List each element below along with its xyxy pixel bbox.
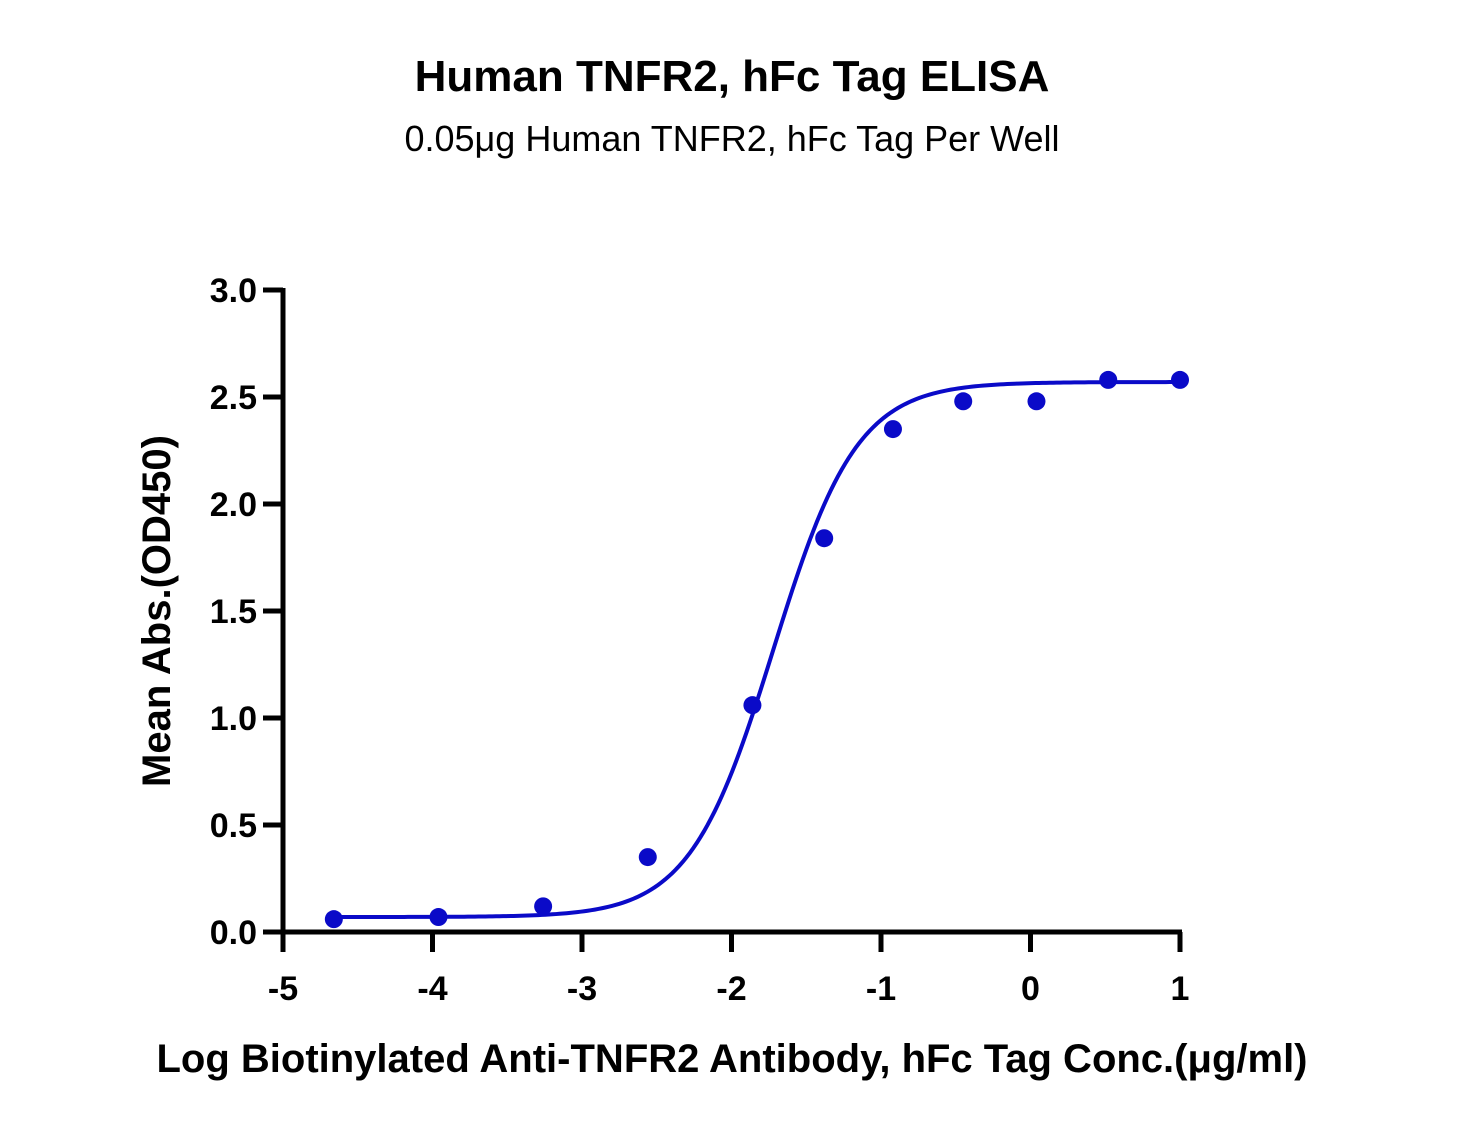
data-point xyxy=(534,897,553,916)
y-tick-label: 1.0 xyxy=(210,700,257,738)
data-point xyxy=(638,848,657,867)
chart-subtitle: 0.05μg Human TNFR2, hFc Tag Per Well xyxy=(404,118,1060,159)
data-point xyxy=(743,696,762,715)
x-axis-label: Log Biotinylated Anti-TNFR2 Antibody, hF… xyxy=(156,1037,1307,1081)
data-point xyxy=(954,392,973,411)
chart-title: Human TNFR2, hFc Tag ELISA xyxy=(414,52,1050,101)
fit-curve-group xyxy=(333,380,1181,920)
x-tick-label: -1 xyxy=(866,970,896,1008)
y-tick-label: 2.5 xyxy=(210,379,257,417)
fit-curve xyxy=(333,380,1181,920)
x-tick-label: 1 xyxy=(1171,970,1190,1008)
x-tick-label: -2 xyxy=(716,970,746,1008)
data-point xyxy=(324,910,343,929)
y-tick-label: 3.0 xyxy=(210,272,257,310)
axes xyxy=(263,287,1183,952)
x-tick-label: -5 xyxy=(268,970,298,1008)
data-points xyxy=(324,370,1189,929)
y-tick-label: 1.5 xyxy=(210,593,257,631)
data-point xyxy=(815,529,834,548)
x-tick-label: -4 xyxy=(417,970,447,1008)
y-tick-label: 2.0 xyxy=(210,486,257,524)
data-point xyxy=(1099,370,1118,389)
x-tick-label: 0 xyxy=(1021,970,1040,1008)
axis-labels: 0.0 0.5 1.0 1.5 2.0 2.5 3.0 -5 -4 -3 -2 -1 0 1 Log Bio… xyxy=(135,272,1308,1081)
data-point xyxy=(883,420,902,439)
y-tick-label: 0.0 xyxy=(210,914,257,952)
data-point xyxy=(1171,370,1189,389)
data-point xyxy=(429,908,448,927)
y-tick-label: 0.5 xyxy=(210,807,257,845)
y-axis-label: Mean Abs.(OD450) xyxy=(135,435,179,787)
x-tick-label: -3 xyxy=(567,970,597,1008)
data-point xyxy=(1027,392,1046,411)
